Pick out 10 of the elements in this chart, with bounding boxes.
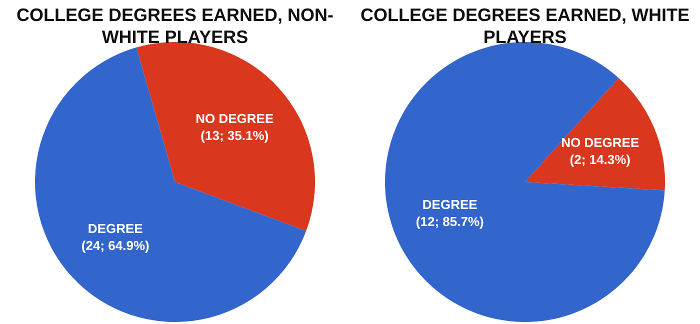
chart-title: COLLEGE DEGREES EARNED, WHITE PLAYERS bbox=[359, 4, 691, 48]
data-label: (2; 14.3%) bbox=[570, 152, 630, 168]
data-label: (13; 35.1%) bbox=[200, 128, 269, 143]
data-label: (24; 64.9%) bbox=[81, 238, 150, 254]
slice-label: DEGREE bbox=[88, 221, 144, 236]
data-label: (12; 85.7%) bbox=[416, 214, 484, 229]
slice-label: NO DEGREE bbox=[561, 135, 640, 150]
chart-title: COLLEGE DEGREES EARNED, NON-WHITE PLAYERS bbox=[15, 4, 335, 48]
slice-label: DEGREE bbox=[422, 196, 478, 212]
slice-label: NO DEGREE bbox=[196, 110, 274, 126]
